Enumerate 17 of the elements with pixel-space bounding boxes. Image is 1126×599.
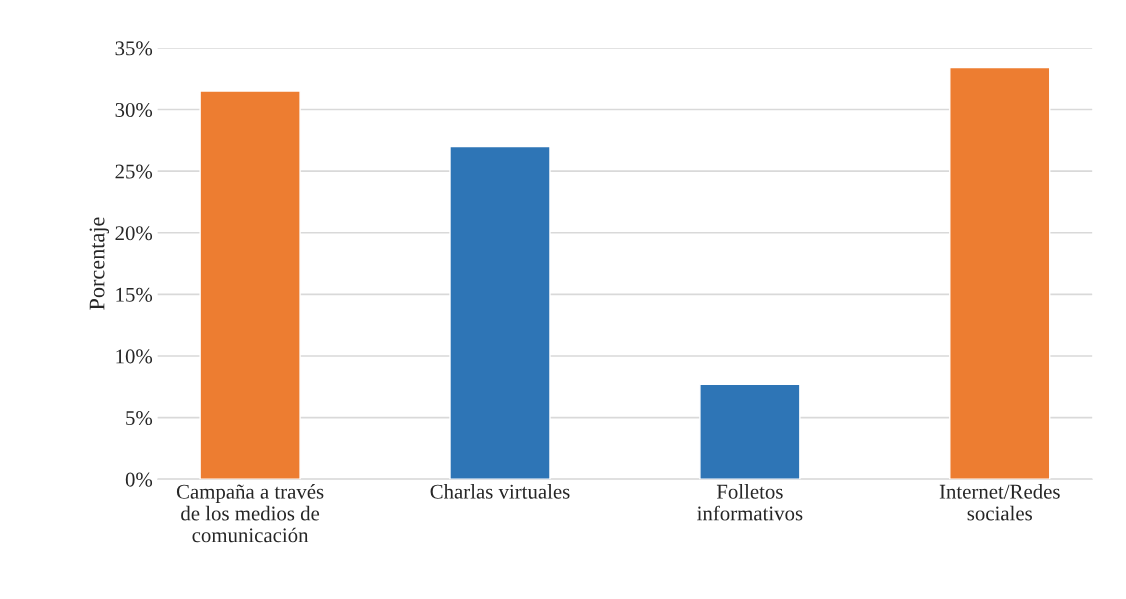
y-tick-label: 20%: [115, 226, 153, 241]
x-tick-label: Internet/Redes sociales: [939, 484, 1060, 521]
y-axis-title: Porcentaje: [89, 217, 110, 310]
y-tick-label: 30%: [115, 102, 153, 118]
x-tick-label: Folletos informativos: [697, 484, 803, 521]
x-tick-label: Charlas virtuales: [430, 484, 570, 499]
bar: [699, 383, 801, 480]
bar: [199, 90, 301, 480]
bar: [449, 145, 551, 480]
bar: [949, 66, 1051, 480]
y-tick-label: 10%: [116, 349, 153, 364]
x-tick-label: Campaña a través de los medios de comunicación: [176, 484, 324, 543]
y-tick-label: 0%: [125, 472, 153, 487]
y-tick-label: 35%: [115, 41, 153, 56]
y-tick-label: 15%: [116, 287, 153, 302]
y-tick-label: 25%: [115, 164, 153, 179]
y-tick-label: 5%: [126, 410, 153, 426]
